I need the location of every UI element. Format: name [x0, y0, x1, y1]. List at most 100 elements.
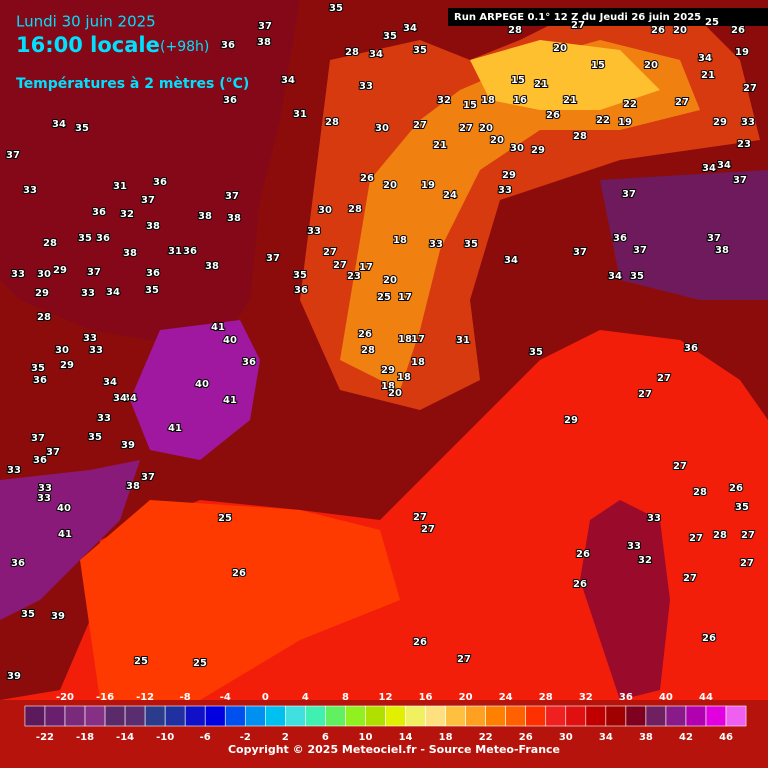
temperature-label: 31 [456, 335, 470, 346]
colorbar-tick-label: 32 [579, 692, 593, 703]
temperature-label: 39 [51, 611, 65, 622]
temperature-label: 28 [361, 345, 375, 356]
temperature-label: 33 [38, 483, 52, 494]
temperature-label: 36 [242, 357, 256, 368]
colorbar-tick-label: 42 [679, 732, 693, 743]
temperature-label: 27 [740, 558, 754, 569]
colorbar: -20 -16 -12 -8 -4 0 4 8 12 16 20 24 28 32 36 40 44-22 -18… [24, 692, 747, 743]
colorbar-swatch [204, 705, 226, 727]
temperature-label: 33 [429, 239, 443, 250]
colorbar-tick-label: 22 [479, 732, 493, 743]
colorbar-tick-label: 8 [342, 692, 349, 703]
temperature-label: 36 [96, 233, 110, 244]
temperature-label: 29 [564, 415, 578, 426]
temperature-label: 26 [358, 329, 372, 340]
temperature-label: 39 [7, 671, 21, 682]
temperature-label: 38 [257, 37, 271, 48]
temperature-label: 36 [153, 177, 167, 188]
temperature-label: 36 [294, 285, 308, 296]
temperature-label: 35 [383, 31, 397, 42]
temperature-label: 32 [437, 95, 451, 106]
colorbar-tick-label: -20 [56, 692, 74, 703]
colorbar-tick-label: 2 [282, 732, 289, 743]
temperature-label: 23 [347, 271, 361, 282]
temperature-label: 29 [531, 145, 545, 156]
colorbar-swatch [665, 705, 687, 727]
temperature-label: 25 [705, 17, 719, 28]
temperature-label: 33 [741, 117, 755, 128]
temperature-label: 33 [89, 345, 103, 356]
colorbar-swatch [224, 705, 246, 727]
temperature-label: 18 [481, 95, 495, 106]
temperature-label: 19 [735, 47, 749, 58]
temperature-label: 26 [360, 173, 374, 184]
run-box [448, 8, 768, 26]
temperature-label: 18 [411, 357, 425, 368]
temperature-label: 20 [673, 25, 687, 36]
colorbar-tick-label: 4 [302, 692, 309, 703]
temperature-label: 34 [504, 255, 518, 266]
temperature-label: 28 [573, 131, 587, 142]
temperature-label: 34 [281, 75, 295, 86]
colorbar-swatch [525, 705, 547, 727]
colorbar-tick-label: -4 [220, 692, 231, 703]
temperature-label: 37 [622, 189, 636, 200]
temperature-label: 27 [459, 123, 473, 134]
colorbar-tick-label: -6 [200, 732, 211, 743]
temperature-label: 33 [97, 413, 111, 424]
colorbar-swatch [124, 705, 146, 727]
temperature-label: 40 [195, 379, 209, 390]
temperature-label: 37 [225, 191, 239, 202]
hot-region [130, 320, 260, 460]
colorbar-tick-label: 28 [539, 692, 553, 703]
colorbar-swatch [725, 705, 747, 727]
temperature-label: 34 [403, 23, 417, 34]
temperature-label: 41 [211, 322, 225, 333]
temperature-label: 31 [113, 181, 127, 192]
colorbar-tick-label: -18 [76, 732, 94, 743]
colorbar-swatch [585, 705, 607, 727]
temperature-label: 37 [266, 253, 280, 264]
region [600, 170, 768, 300]
colorbar-tick-label: 18 [439, 732, 453, 743]
temperature-label: 27 [689, 533, 703, 544]
colorbar-swatch [265, 705, 286, 727]
alps-region [470, 40, 660, 110]
hot-region [0, 460, 140, 620]
temperature-label: 26 [573, 579, 587, 590]
temperature-label: 34 [106, 287, 120, 298]
colorbar-tick-label: 10 [359, 732, 373, 743]
temperature-label: 25 [134, 656, 148, 667]
temperature-label: 21 [701, 70, 715, 81]
colorbar-tick-label: -22 [36, 732, 54, 743]
temperature-label: 26 [731, 25, 745, 36]
temperature-label: 27 [413, 512, 427, 523]
temperature-label: 35 [413, 45, 427, 56]
colorbar-swatch [505, 705, 527, 727]
field-name: Températures à 2 mètres (°C) [16, 76, 249, 92]
temperature-label: 26 [729, 483, 743, 494]
temperature-label: 35 [293, 270, 307, 281]
colorbar-swatch [545, 705, 567, 727]
temperature-label: 36 [33, 455, 47, 466]
temperature-label: 35 [78, 233, 92, 244]
temperature-label: 15 [463, 100, 477, 111]
colorbar-tick-label: 38 [639, 732, 653, 743]
colorbar-swatch [285, 705, 306, 727]
temperature-label: 26 [232, 568, 246, 579]
temperature-label: 27 [457, 654, 471, 665]
colorbar-swatch [685, 705, 707, 727]
temperature-label: 31 [168, 246, 182, 257]
temperature-label: 27 [741, 530, 755, 541]
temperature-label: 34 [369, 49, 383, 60]
colorbar-tick-label: 40 [659, 692, 673, 703]
temperature-label: 38 [146, 221, 160, 232]
copyright: Copyright © 2025 Meteociel.fr - Source M… [228, 743, 560, 756]
temperature-label: 18 [398, 334, 412, 345]
temperature-label: 29 [502, 170, 516, 181]
run-info: Run ARPEGE 0.1° 12 Z du Jeudi 26 juin 20… [454, 12, 701, 23]
temperature-label: 35 [21, 609, 35, 620]
temperature-label: 34 [608, 271, 622, 282]
temperature-label: 20 [479, 123, 493, 134]
